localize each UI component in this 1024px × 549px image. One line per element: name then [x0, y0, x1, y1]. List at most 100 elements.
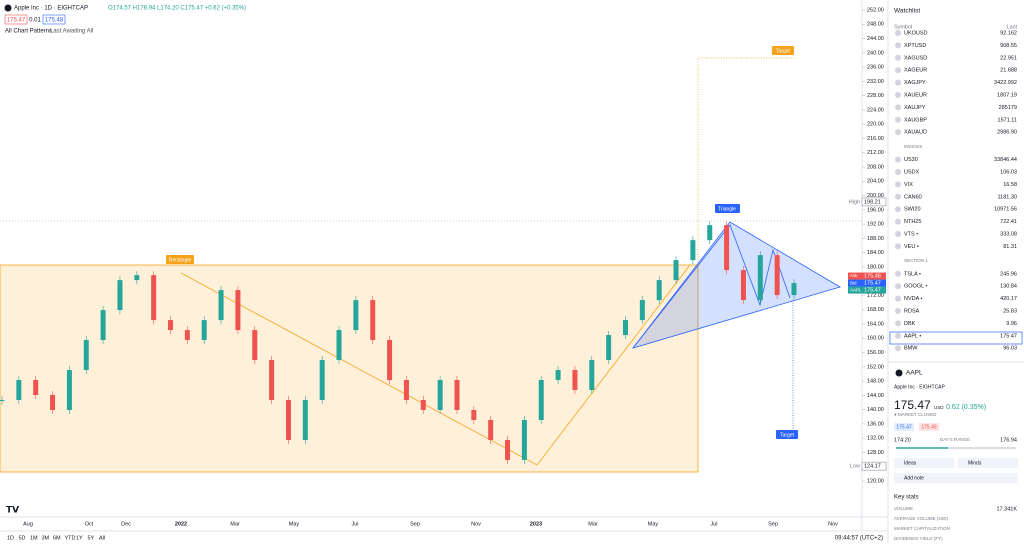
y-tick-label: 132.00 — [867, 436, 884, 442]
triangle-pattern — [631, 221, 841, 349]
symbol[interactable]: VEU • — [904, 244, 919, 250]
last-price: 25.83 — [1003, 308, 1017, 314]
last-price: 2986.90 — [997, 130, 1017, 136]
sell-price: 175.47 — [7, 18, 26, 24]
candle — [387, 340, 393, 381]
symbol[interactable]: NTH25 — [904, 219, 921, 225]
symbol[interactable]: NVDA • — [904, 296, 923, 302]
ideas-button[interactable] — [894, 458, 954, 468]
range-button[interactable]: 5D — [19, 535, 26, 541]
indicator-name: All Chart Patterns — [5, 29, 52, 35]
candle — [319, 360, 325, 401]
symbol[interactable]: RDSA — [904, 308, 920, 314]
ideas: Ideas — [904, 460, 917, 466]
candle — [83, 340, 89, 371]
candle — [505, 439, 511, 460]
ohlc: O174.57 H176.94 L174.20 C175.47 +0.62 (+… — [108, 6, 246, 12]
quote-value: 175.47 — [864, 281, 881, 287]
symbol[interactable]: VTS • — [904, 231, 918, 237]
y-tick-label: 192.00 — [867, 222, 884, 228]
detail-name: Apple Inc · EIGHTCAP — [894, 384, 946, 390]
x-tick-label: Jul — [351, 521, 358, 527]
candle — [33, 380, 39, 396]
symbol[interactable]: XAGUSD — [904, 55, 927, 61]
last-price: 175.47 — [1000, 333, 1017, 339]
symbol-icon — [895, 193, 901, 200]
symbol[interactable]: US30 — [904, 157, 918, 163]
symbol[interactable]: XAUGBP — [904, 117, 927, 123]
symbol[interactable]: AAPL • — [904, 333, 921, 339]
sell-button[interactable] — [4, 14, 28, 25]
add-note-button[interactable] — [894, 473, 1018, 483]
range-button[interactable]: 5Y — [88, 535, 95, 541]
range-button[interactable]: 3M — [42, 535, 50, 541]
market-status: ● MARKET CLOSED — [894, 412, 937, 417]
candle — [16, 380, 22, 401]
symbol[interactable]: BMW — [904, 346, 918, 352]
symbol[interactable]: UKOUSD — [904, 30, 928, 36]
symbol[interactable]: XAUAUD — [904, 130, 927, 136]
pattern-line — [180, 264, 691, 466]
candle — [622, 320, 628, 336]
y-tick-label: 172.00 — [867, 293, 884, 299]
y-tick-label: 248.00 — [867, 22, 884, 28]
symbol[interactable]: XAGEUR — [904, 68, 927, 74]
range-label: DAY'S RANGE — [940, 437, 970, 442]
quote-box — [862, 286, 886, 294]
candle — [774, 255, 780, 296]
rectangle-label: Rectangle — [169, 257, 192, 263]
x-tick-label: 2022 — [175, 521, 187, 527]
symbol[interactable]: XPTUSD — [904, 43, 926, 49]
symbol-icon — [895, 243, 901, 250]
last-price: 96.03 — [1003, 346, 1017, 352]
stat-label: MARKET CAPITALIZATION — [894, 526, 950, 531]
quote-box — [862, 279, 886, 287]
symbol[interactable]: GOOGL • — [904, 284, 927, 290]
y-tick-label: 156.00 — [867, 350, 884, 356]
range-button[interactable]: 1Y — [76, 535, 83, 541]
sell-box[interactable] — [894, 423, 914, 431]
symbol-icon — [895, 79, 901, 86]
candle — [639, 300, 645, 321]
range-button[interactable]: 1D — [7, 535, 14, 541]
range-button[interactable]: 6M — [53, 535, 61, 541]
last-price: 81.31 — [1003, 244, 1017, 250]
x-tick-label: May — [648, 521, 659, 527]
symbol[interactable]: USDX — [904, 169, 920, 175]
last-price: 722.41 — [1000, 219, 1017, 225]
high-box — [861, 197, 887, 207]
symbol[interactable]: XAUEUR — [904, 92, 927, 98]
symbol[interactable]: XAGJPY — [904, 80, 926, 86]
candle — [420, 400, 426, 410]
key-stats: Key stats — [894, 495, 919, 501]
candle — [690, 240, 696, 261]
quote-label: Bid — [850, 280, 857, 285]
symbol-icon — [895, 320, 901, 327]
symbol[interactable]: SWI20 — [904, 207, 921, 213]
x-tick-label: Sep — [768, 521, 778, 527]
symbol[interactable]: VIX — [904, 182, 913, 188]
symbol-icon — [895, 42, 901, 49]
day-low: 174.20 — [894, 437, 911, 443]
y-tick-label: 188.00 — [867, 236, 884, 242]
y-tick-label: 136.00 — [867, 421, 884, 427]
buy-box[interactable] — [919, 423, 939, 431]
range-button[interactable]: YTD — [65, 535, 76, 541]
buy-price: 175.48 — [45, 18, 64, 24]
symbol[interactable]: DBK — [904, 321, 916, 327]
candle — [235, 290, 241, 331]
range-button[interactable]: All — [99, 535, 105, 541]
minds-button[interactable] — [958, 458, 1018, 468]
x-tick-label: Nov — [471, 521, 481, 527]
symbol[interactable]: XAUJPY — [904, 105, 926, 111]
candle — [673, 260, 679, 281]
range-button[interactable]: 1M — [30, 535, 38, 541]
stat-label: DIVIDENDS YIELD (FY) — [894, 536, 943, 541]
candle — [572, 370, 578, 391]
symbol[interactable]: TSLA • — [904, 271, 921, 277]
watchlist-title[interactable]: Watchlist — [894, 8, 920, 15]
symbol[interactable]: CAN60 — [904, 194, 922, 200]
y-tick-label: 184.00 — [867, 250, 884, 256]
buy-button[interactable] — [42, 14, 66, 25]
target-label: Target — [776, 48, 791, 54]
